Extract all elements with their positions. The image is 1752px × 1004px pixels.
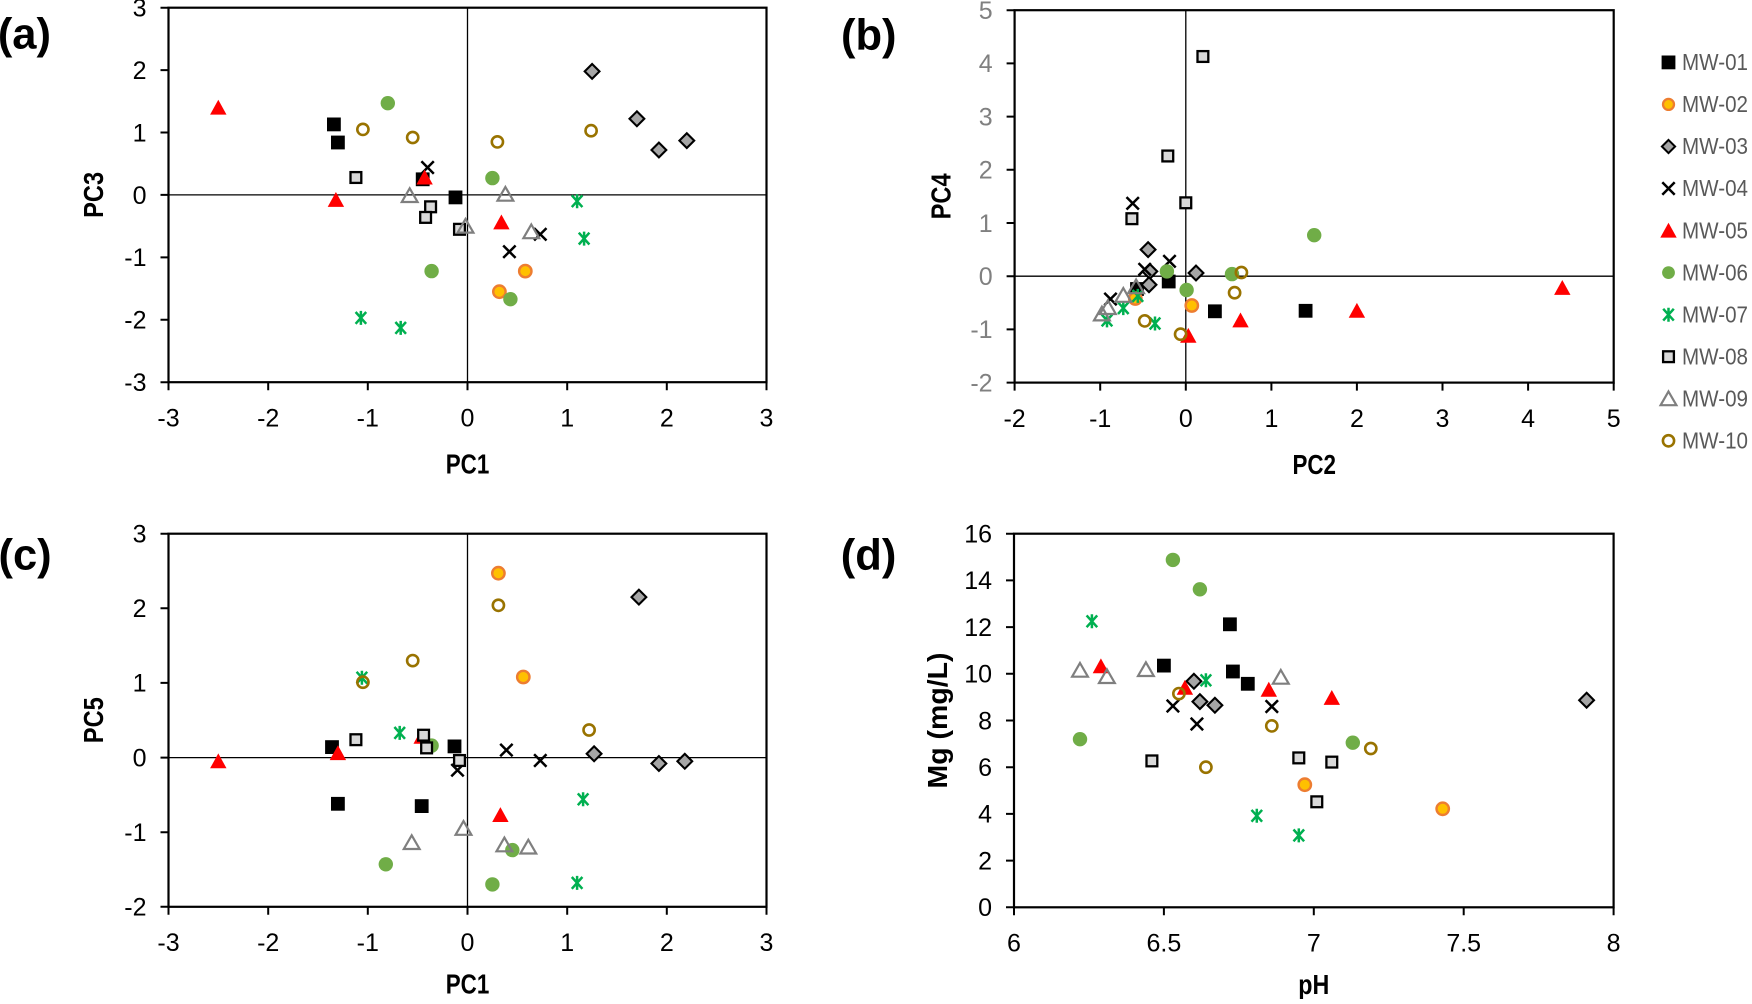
svg-text:3: 3 <box>760 405 774 433</box>
svg-text:1: 1 <box>133 119 147 147</box>
svg-text:3: 3 <box>760 929 774 957</box>
svg-text:6: 6 <box>978 754 992 782</box>
svg-text:2: 2 <box>660 405 674 433</box>
svg-text:MW-06: MW-06 <box>1682 259 1748 285</box>
svg-text:6.5: 6.5 <box>1147 930 1182 958</box>
svg-text:8: 8 <box>978 707 992 735</box>
svg-text:4: 4 <box>1521 405 1535 433</box>
svg-text:Mg (mg/L): Mg (mg/L) <box>922 653 953 789</box>
svg-text:1: 1 <box>560 405 574 433</box>
svg-text:14: 14 <box>964 567 992 595</box>
svg-text:2: 2 <box>133 57 147 85</box>
svg-text:16: 16 <box>964 521 992 549</box>
svg-text:PC1: PC1 <box>446 968 490 999</box>
svg-text:-2: -2 <box>257 929 279 957</box>
svg-text:PC4: PC4 <box>926 173 957 219</box>
svg-text:MW-04: MW-04 <box>1682 175 1748 201</box>
svg-text:(c): (c) <box>0 531 52 579</box>
svg-text:2: 2 <box>978 847 992 875</box>
svg-text:MW-10: MW-10 <box>1682 428 1748 454</box>
svg-text:MW-08: MW-08 <box>1682 343 1748 369</box>
svg-text:(b): (b) <box>841 11 897 59</box>
svg-text:1: 1 <box>1264 405 1278 433</box>
svg-text:MW-03: MW-03 <box>1682 133 1748 159</box>
svg-text:-1: -1 <box>1089 405 1111 433</box>
svg-text:-3: -3 <box>157 405 179 433</box>
svg-text:0: 0 <box>133 744 147 772</box>
svg-text:3: 3 <box>133 0 147 23</box>
svg-text:-1: -1 <box>124 819 146 847</box>
svg-text:3: 3 <box>1436 405 1450 433</box>
svg-text:2: 2 <box>1350 405 1364 433</box>
svg-text:-3: -3 <box>157 929 179 957</box>
svg-text:-2: -2 <box>124 894 146 922</box>
svg-text:1: 1 <box>133 670 147 698</box>
svg-text:-1: -1 <box>357 929 379 957</box>
svg-text:7: 7 <box>1307 930 1321 958</box>
svg-text:(a): (a) <box>0 10 51 58</box>
svg-text:-3: -3 <box>124 369 146 397</box>
svg-text:2: 2 <box>979 157 993 185</box>
svg-text:1: 1 <box>979 210 993 238</box>
svg-text:0: 0 <box>979 263 993 291</box>
svg-text:0: 0 <box>978 894 992 922</box>
svg-text:6: 6 <box>1007 930 1021 958</box>
svg-text:-1: -1 <box>970 316 992 344</box>
svg-text:3: 3 <box>133 521 147 549</box>
svg-text:PC5: PC5 <box>78 697 109 743</box>
svg-text:-1: -1 <box>357 405 379 433</box>
svg-text:PC2: PC2 <box>1292 449 1336 480</box>
svg-text:4: 4 <box>979 50 993 78</box>
svg-text:pH: pH <box>1298 969 1329 999</box>
svg-text:8: 8 <box>1607 930 1621 958</box>
svg-text:10: 10 <box>964 661 992 689</box>
svg-text:5: 5 <box>979 0 993 25</box>
svg-text:0: 0 <box>461 405 475 433</box>
svg-text:-2: -2 <box>257 405 279 433</box>
svg-text:-2: -2 <box>124 307 146 335</box>
svg-text:2: 2 <box>133 595 147 623</box>
svg-text:1: 1 <box>560 929 574 957</box>
svg-text:0: 0 <box>133 182 147 210</box>
svg-text:MW-05: MW-05 <box>1682 217 1748 243</box>
svg-text:-2: -2 <box>1003 405 1025 433</box>
svg-text:MW-07: MW-07 <box>1682 301 1748 327</box>
svg-text:(d): (d) <box>841 531 897 579</box>
svg-text:MW-09: MW-09 <box>1682 386 1748 412</box>
svg-text:MW-01: MW-01 <box>1682 49 1748 75</box>
svg-text:3: 3 <box>979 103 993 131</box>
svg-text:2: 2 <box>660 929 674 957</box>
svg-text:PC1: PC1 <box>446 449 490 480</box>
svg-text:MW-02: MW-02 <box>1682 91 1748 117</box>
svg-text:5: 5 <box>1607 405 1621 433</box>
svg-text:0: 0 <box>1179 405 1193 433</box>
svg-text:0: 0 <box>461 929 475 957</box>
svg-text:-2: -2 <box>970 369 992 397</box>
svg-text:4: 4 <box>978 801 992 829</box>
svg-text:12: 12 <box>964 614 992 642</box>
svg-text:-1: -1 <box>124 244 146 272</box>
svg-text:PC3: PC3 <box>78 172 109 218</box>
svg-text:7.5: 7.5 <box>1446 930 1481 958</box>
